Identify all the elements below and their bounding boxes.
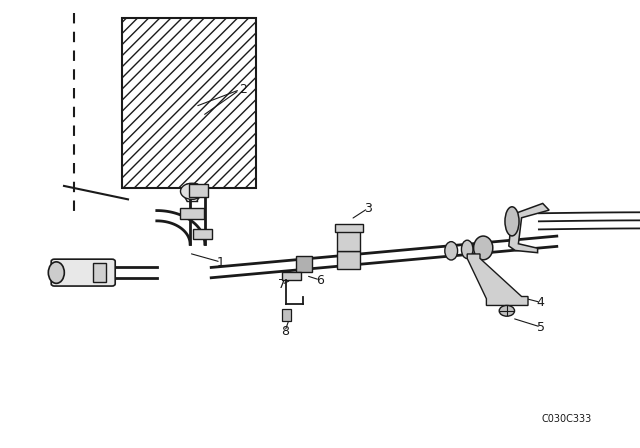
FancyBboxPatch shape <box>51 259 115 286</box>
Bar <box>193 228 212 239</box>
Circle shape <box>499 306 515 316</box>
Ellipse shape <box>49 262 64 284</box>
Circle shape <box>180 183 204 199</box>
Text: 7: 7 <box>278 278 285 291</box>
Text: 8: 8 <box>281 325 289 338</box>
Text: 1: 1 <box>217 255 225 269</box>
Text: 6: 6 <box>316 273 324 287</box>
Text: 2: 2 <box>239 83 247 96</box>
Bar <box>335 224 363 232</box>
Text: 5: 5 <box>537 320 545 334</box>
Bar <box>282 309 291 321</box>
Text: C030C333: C030C333 <box>541 414 591 424</box>
Bar <box>189 184 208 197</box>
Polygon shape <box>467 254 528 306</box>
Ellipse shape <box>461 240 473 258</box>
Ellipse shape <box>445 241 458 260</box>
Bar <box>337 251 360 269</box>
Text: 4: 4 <box>537 296 545 309</box>
Bar <box>180 208 204 219</box>
Bar <box>296 256 312 272</box>
Bar <box>122 18 256 188</box>
Bar <box>93 263 106 283</box>
Bar <box>337 229 360 251</box>
Ellipse shape <box>474 236 493 260</box>
Ellipse shape <box>505 207 519 236</box>
Text: 3: 3 <box>364 202 372 215</box>
Polygon shape <box>509 203 549 253</box>
Bar <box>282 272 301 280</box>
